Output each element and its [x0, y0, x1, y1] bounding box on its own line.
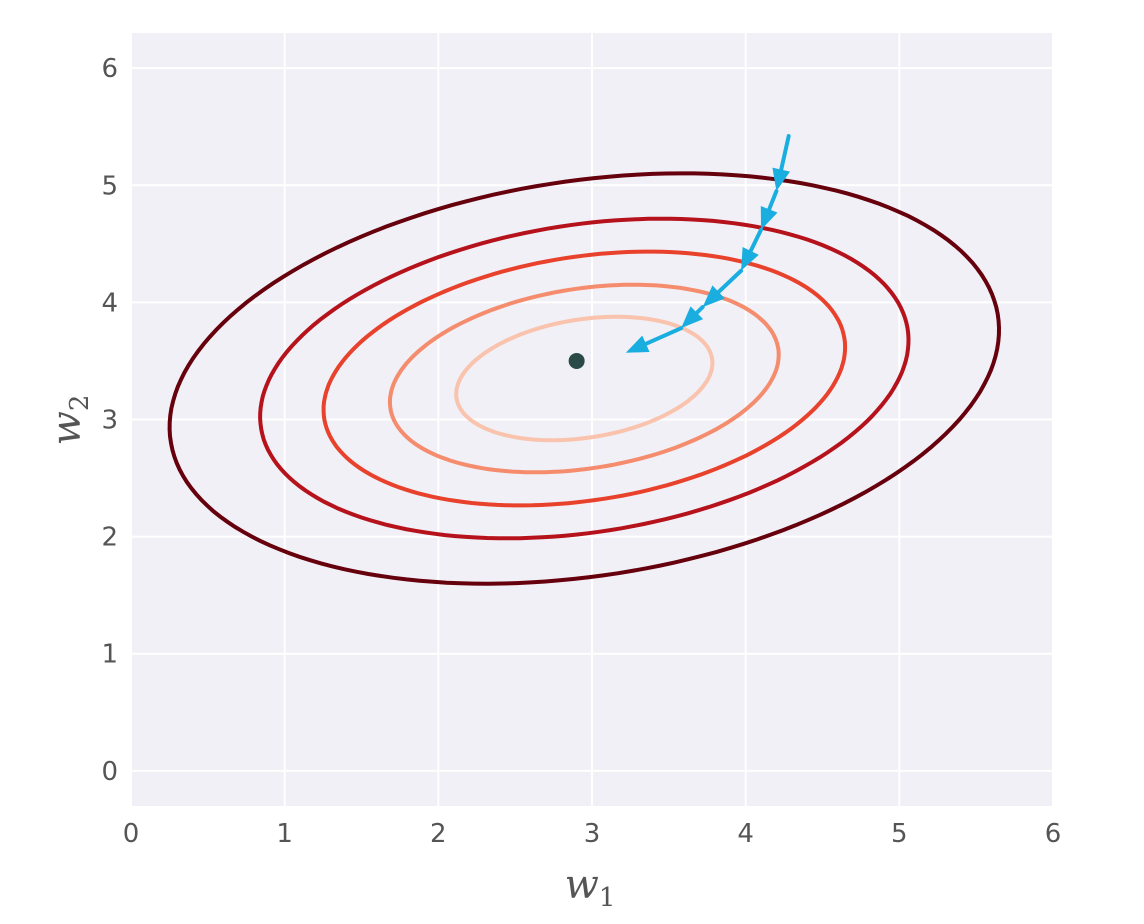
descent-arrowhead — [702, 285, 725, 308]
y-axis-label: w2 — [44, 395, 95, 446]
descent-step — [779, 134, 791, 172]
x-tick-label: 3 — [584, 819, 601, 849]
descent-arrowhead — [741, 247, 759, 271]
y-tick-label: 1 — [101, 640, 118, 670]
descent-step — [767, 189, 779, 212]
descent-step — [748, 227, 764, 253]
descent-step — [643, 326, 684, 346]
contour-line — [167, 171, 1002, 586]
minimum-point — [568, 352, 585, 369]
contour-line — [321, 249, 848, 508]
descent-arrowhead — [760, 205, 778, 230]
descent-path — [625, 134, 791, 353]
contour-lines — [167, 171, 1002, 586]
grid-lines — [130, 33, 1054, 806]
y-tick-label: 4 — [101, 288, 118, 318]
descent-step — [716, 268, 744, 294]
x-tick-label: 2 — [430, 819, 447, 849]
x-axis-label: w1 — [565, 862, 616, 913]
x-tick-label: 5 — [891, 819, 908, 849]
minimum-marker — [568, 352, 585, 369]
x-tick-label: 1 — [276, 819, 293, 849]
y-tick-label: 2 — [101, 523, 118, 553]
y-tick-labels: 0 1 2 3 4 5 6 — [101, 54, 118, 787]
contour-line — [454, 314, 715, 443]
y-tick-label: 5 — [101, 171, 118, 201]
contour-line — [258, 216, 911, 541]
contour-line — [387, 282, 781, 475]
x-tick-label: 6 — [1045, 819, 1062, 849]
x-tick-label: 0 — [123, 819, 140, 849]
y-tick-label: 6 — [101, 54, 118, 84]
x-tick-label: 4 — [737, 819, 754, 849]
descent-arrowhead — [625, 335, 650, 353]
descent-arrowhead — [681, 306, 704, 329]
y-tick-label: 3 — [101, 406, 118, 436]
descent-arrowhead — [772, 167, 790, 192]
descent-step — [694, 305, 705, 315]
y-tick-label: 0 — [101, 757, 118, 787]
x-tick-labels: 0 1 2 3 4 5 6 — [123, 819, 1062, 849]
